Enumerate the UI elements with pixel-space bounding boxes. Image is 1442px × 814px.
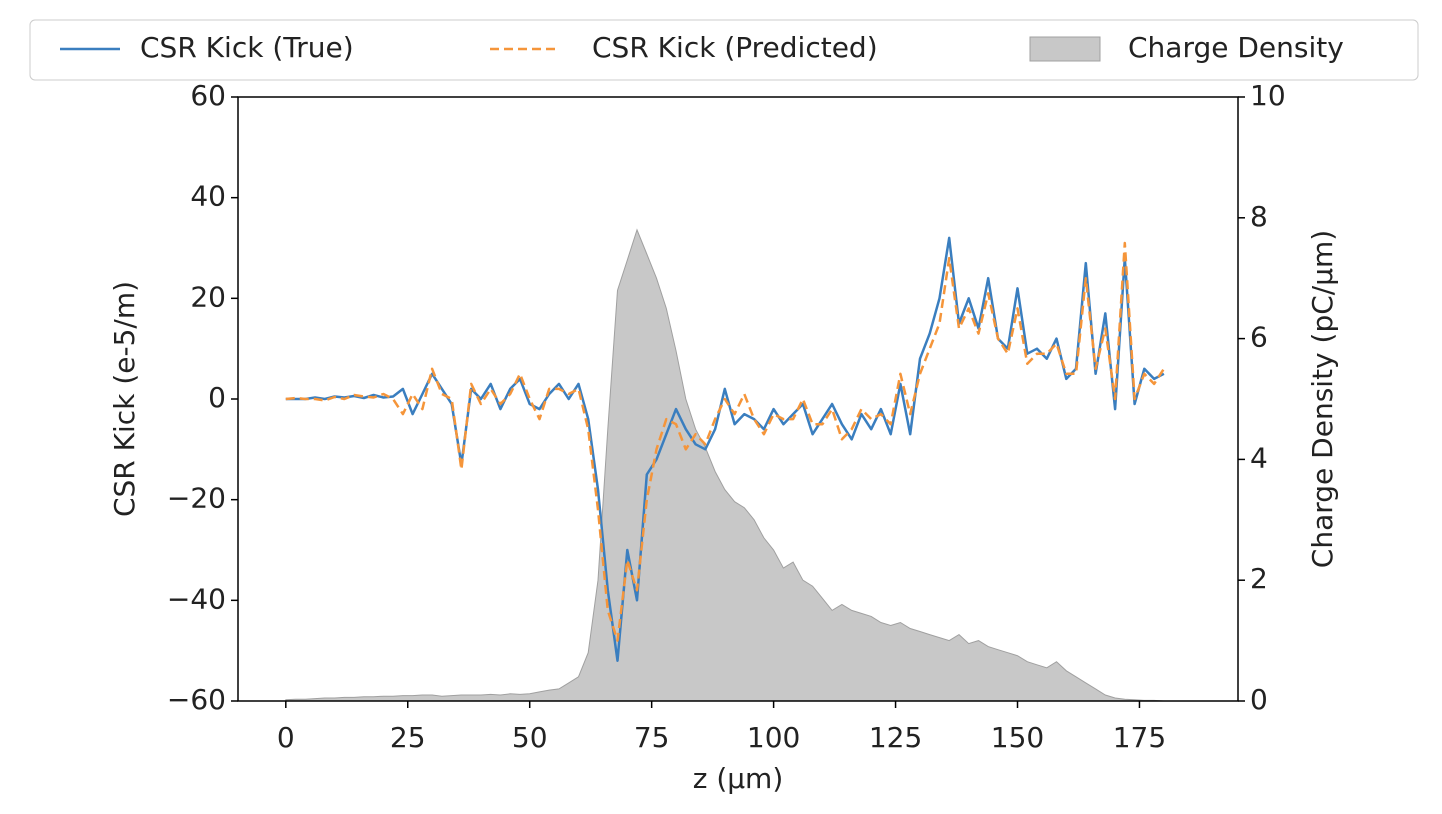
y2-tick-label: 10 [1250,79,1286,112]
x-tick-label: 25 [390,721,426,754]
y-tick-label: 0 [208,381,226,414]
x-tick-label: 100 [747,721,800,754]
legend-box [29,19,1419,81]
legend-label: Charge Density [1128,31,1344,64]
y-tick-label: −60 [167,683,226,716]
y-axis-label: CSR Kick (e-5/m) [108,281,141,517]
y-tick-label: 40 [190,180,226,213]
line [285,236,1165,662]
x-axis-label: z (μm) [693,762,784,795]
x-tick-label: 150 [991,721,1044,754]
legend-label: CSR Kick (Predicted) [592,31,878,64]
y-tick-label: 20 [190,280,226,313]
x-tick-label: 50 [512,721,548,754]
y2-tick-label: 6 [1250,321,1268,354]
y2-tick-label: 0 [1250,683,1268,716]
y2-tick-label: 8 [1250,200,1268,233]
x-tick-label: 175 [1113,721,1166,754]
y-tick-label: 60 [190,79,226,112]
x-tick-label: 75 [634,721,670,754]
y2-tick-label: 4 [1250,441,1268,474]
y2-tick-label: 2 [1250,562,1268,595]
y-tick-label: −20 [167,482,226,515]
line [285,241,1165,642]
area [285,228,1164,702]
x-tick-label: 125 [869,721,922,754]
legend-swatch [1029,36,1101,62]
x-tick-label: 0 [277,721,295,754]
legend-label: CSR Kick (True) [140,31,354,64]
y-tick-label: −40 [167,582,226,615]
y2-axis-label: Charge Density (pC/μm) [1306,230,1339,568]
